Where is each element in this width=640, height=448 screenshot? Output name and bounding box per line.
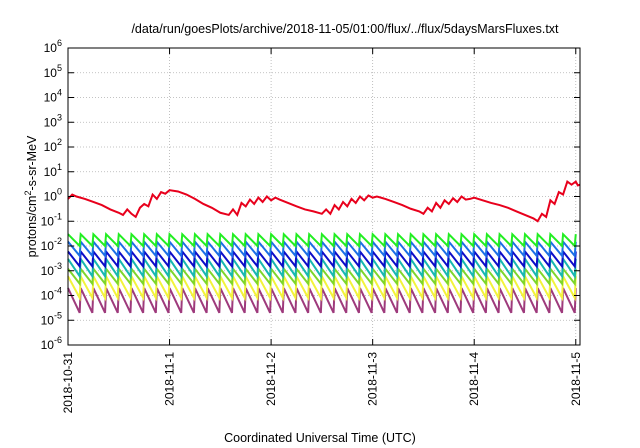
y-tick-label: 10-4 [41,286,62,303]
y-axis-label-main: protons/cm [25,196,39,258]
chart-title: /data/run/goesPlots/archive/2018-11-05/0… [131,22,559,36]
y-tick-label: 10-2 [41,236,62,253]
x-axis-ticks: 2018-10-31 2018-11-1 2018-11-2 2018-11-3 201… [61,48,583,413]
chart-grid [68,48,580,345]
x-tick-label: 2018-11-4 [467,352,481,406]
y-tick-label: 100 [44,187,62,204]
y-tick-label: 10-3 [41,261,62,278]
x-tick-label: 2018-11-1 [163,352,177,406]
y-tick-label: 104 [44,88,62,105]
y-tick-label: 105 [44,63,62,80]
x-tick-label: 2018-10-31 [61,352,75,414]
y-axis-label: protons/cm2-s-sr-MeV [23,135,39,257]
x-tick-label: 2018-11-3 [366,352,380,406]
chart-series [67,179,581,314]
y-axis-label-rest: -s-sr-MeV [25,135,39,191]
y-tick-label: 103 [44,112,62,129]
y-tick-label: 101 [44,162,62,179]
x-tick-label: 2018-11-5 [569,352,583,406]
series-line [67,179,581,223]
y-axis-label-superscript: 2 [23,191,33,196]
x-axis-label: Coordinated Universal Time (UTC) [224,431,416,445]
series-line [67,231,577,249]
y-axis-ticks: 10-6 10-5 10-4 10-3 10-2 10-1 100 101 102 103 104 1… [41,38,580,352]
y-tick-label: 106 [44,38,62,55]
y-tick-label: 102 [44,137,62,154]
y-tick-label: 10-6 [41,335,62,352]
y-tick-label: 10-1 [41,211,62,228]
x-tick-label: 2018-11-2 [264,352,278,406]
y-tick-label: 10-5 [41,310,62,327]
